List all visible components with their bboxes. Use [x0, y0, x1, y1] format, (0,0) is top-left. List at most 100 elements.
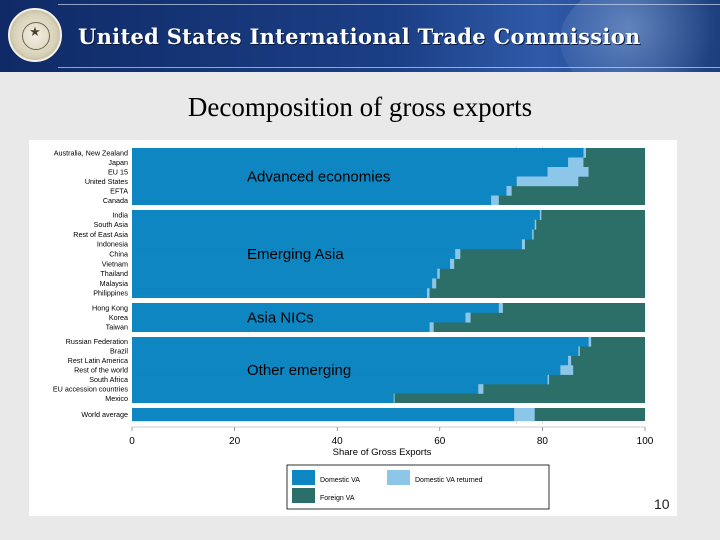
bar-domestic-va-returned — [583, 148, 587, 158]
bar-domestic-va — [132, 322, 430, 333]
bar-domestic-va-returned — [547, 167, 589, 177]
category-label: EU accession countries — [53, 384, 129, 393]
bar-domestic-va-returned — [455, 249, 461, 260]
legend-swatch — [387, 470, 410, 485]
bar-domestic-va — [132, 337, 589, 347]
group-separator — [131, 298, 646, 303]
bar-domestic-va-returned — [521, 239, 525, 250]
bar-domestic-va — [132, 374, 548, 385]
bar-domestic-va — [132, 157, 569, 168]
legend-swatch — [292, 488, 315, 503]
bar-domestic-va-returned — [429, 322, 434, 333]
category-label: Rest of East Asia — [73, 230, 128, 239]
bar-domestic-va-returned — [491, 195, 499, 206]
globe-graphic — [560, 0, 720, 72]
bar-domestic-va — [132, 268, 438, 279]
x-tick-label: 0 — [129, 436, 135, 447]
category-label: Malaysia — [100, 279, 128, 288]
category-label: Canada — [103, 196, 128, 205]
legend-box — [286, 464, 550, 510]
bar-domestic-va — [132, 355, 569, 366]
x-tick-label: 100 — [637, 436, 654, 447]
bar-domestic-va — [132, 167, 548, 177]
group-separator — [131, 403, 646, 408]
bar-domestic-va — [132, 288, 427, 299]
bar-domestic-va-returned — [578, 346, 580, 357]
category-label: Philippines — [93, 289, 128, 298]
bar-domestic-va-returned — [478, 384, 484, 394]
group-label: Other emerging — [247, 362, 351, 379]
bar-domestic-va — [132, 210, 540, 220]
x-axis-label: Share of Gross Exports — [333, 447, 432, 458]
x-tick-label: 20 — [229, 436, 241, 447]
bar-domestic-va-returned — [588, 337, 592, 347]
group-label: Advanced economies — [247, 169, 390, 186]
category-label: Hong Kong — [92, 303, 128, 312]
group-separator — [131, 332, 646, 337]
category-label: China — [109, 250, 128, 259]
bar-domestic-va-returned — [516, 176, 579, 187]
bar-domestic-va-returned — [514, 408, 535, 422]
bar-domestic-va-returned — [437, 268, 440, 279]
category-label: Vietnam — [102, 259, 128, 268]
group-label: Emerging Asia — [247, 246, 344, 263]
org-title: United States International Trade Commis… — [78, 24, 641, 49]
category-label: Rest of the world — [74, 366, 128, 375]
x-tick-label: 80 — [537, 436, 549, 447]
bar-domestic-va-returned — [532, 229, 534, 240]
bar-domestic-va-returned — [539, 210, 542, 220]
slide-number: 10 — [654, 496, 670, 512]
bar-domestic-va-returned — [560, 365, 574, 375]
category-label: Japan — [108, 158, 128, 167]
bar-domestic-va — [132, 186, 507, 196]
category-label: Russian Federation — [66, 337, 128, 346]
category-label: World average — [81, 410, 128, 419]
slide-title: Decomposition of gross exports — [187, 92, 533, 122]
category-label: South Africa — [89, 375, 128, 384]
bar-domestic-va — [132, 176, 517, 187]
chart-panel: Australia, New Zealand Japan EU 15 United S… — [29, 140, 677, 516]
bar-domestic-va — [132, 148, 584, 158]
category-label: Rest Latin America — [68, 356, 128, 365]
banner-rule-top — [58, 4, 720, 5]
group-separator — [131, 205, 646, 210]
bar-domestic-va-returned — [426, 288, 430, 299]
category-label: Mexico — [105, 394, 128, 403]
bar-domestic-va — [132, 195, 492, 206]
x-tick-label: 60 — [434, 436, 446, 447]
bar-domestic-va — [132, 249, 456, 260]
bar-domestic-va — [132, 219, 535, 230]
category-label: Thailand — [100, 269, 128, 278]
bar-domestic-va — [132, 312, 466, 323]
usitc-seal-icon: ★ — [8, 8, 62, 62]
category-label: EU 15 — [108, 167, 128, 176]
bar-domestic-va — [132, 365, 561, 375]
category-label: South Asia — [94, 220, 128, 229]
bar-domestic-va — [132, 239, 522, 250]
legend-label: Domestic VA — [320, 477, 360, 484]
bar-domestic-va — [132, 408, 515, 422]
category-label: Korea — [109, 313, 128, 322]
bar-domestic-va-returned — [393, 393, 395, 404]
bar-domestic-va — [132, 346, 579, 357]
bar-domestic-va-returned — [547, 374, 550, 385]
banner-rule-bottom — [58, 67, 720, 68]
legend-label: Foreign VA — [320, 495, 355, 502]
header-banner: ★ United States International Trade Comm… — [0, 0, 720, 72]
category-label: India — [112, 210, 128, 219]
legend-label: Domestic VA returned — [415, 477, 483, 484]
bar-domestic-va — [132, 258, 451, 269]
group-label: Asia NICs — [247, 310, 314, 327]
bar-domestic-va-returned — [465, 312, 471, 323]
category-label: Indonesia — [97, 240, 128, 249]
category-label: Australia, New Zealand — [54, 148, 128, 157]
bar-domestic-va-returned — [498, 303, 503, 313]
category-label: EFTA — [110, 186, 128, 195]
bar-domestic-va — [132, 303, 499, 313]
bar-domestic-va — [132, 393, 394, 404]
category-label: Taiwan — [106, 323, 128, 332]
legend-swatch — [292, 470, 315, 485]
x-tick-label: 40 — [332, 436, 344, 447]
bar-domestic-va — [132, 278, 433, 289]
bar-domestic-va-returned — [432, 278, 437, 289]
